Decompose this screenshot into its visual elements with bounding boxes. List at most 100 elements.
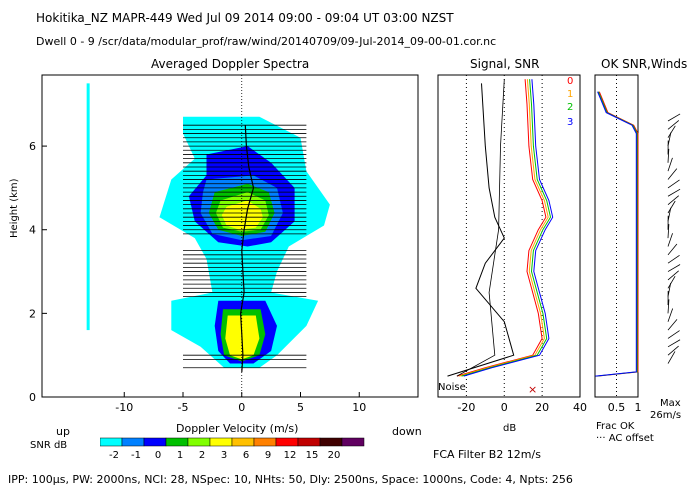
colorbar-tick-9: 15 [306,450,319,461]
wind-arrow-2 [667,339,681,348]
signal-frame [437,74,581,398]
x-tick-label-4: 10 [352,401,366,414]
colorbar-swatch-9 [297,437,321,447]
colorbar-tick-0: -2 [109,450,119,461]
wind-arrow-27 [667,125,676,138]
noise-label: Noise [438,382,466,393]
header-title: Hokitika_NZ MAPR-449 Wed Jul 09 2014 09:… [36,11,454,25]
colorbar-swatch-8 [275,437,299,447]
snr-profile-dwell-3 [463,79,554,377]
ok-xtick-0: 0.5 [608,401,626,414]
colorbar-swatch-0 [100,437,123,447]
x-tick-label-3: 5 [297,401,304,414]
signal-noise-profile [447,83,515,377]
wind-arrow-4 [667,319,678,331]
y-axis-label: Height (km) [9,178,20,238]
wind-max-value: 26m/s [650,410,682,421]
signal-snr-panel: -20 0 20 40× [437,74,587,414]
noise-marker: × [528,383,537,396]
wind-arrow-18 [667,200,676,214]
signal-xtick-2: 20 [535,401,549,414]
wind-arrow-24 [667,148,670,163]
x-tick-label-2: 0 [238,401,245,414]
snr-colorbar: -2 -1 0 1 2 3 6 9 12 15 20 [100,437,365,461]
colorbar-swatch-7 [253,437,277,447]
wind-arrow-9 [667,276,676,289]
colorbar-swatch-11 [341,437,365,447]
y-tick-label-2: 4 [29,224,36,237]
snr-profile-dwell-0 [456,79,547,377]
colorbar-tick-4: 2 [199,450,205,461]
x-tick-label-0: -10 [115,401,133,414]
frac-ok-label: Frac OK [596,421,635,432]
signal-xtick-1: 0 [501,401,508,414]
x-axis-label: Doppler Velocity (m/s) [176,422,299,435]
footer-params: IPP: 100µs, PW: 2000ns, NCI: 28, NSpec: … [8,473,573,486]
colorbar-tick-3: 1 [177,450,183,461]
legend-down-label: down [392,425,422,438]
dwell-label-2: 2 [567,102,574,113]
dwell-label-0: 0 [567,76,574,87]
ok-xtick-1: 1 [635,401,642,414]
dwell-label-1: 1 [567,89,574,100]
wind-arrow-21 [667,179,680,189]
spectra-chart: -10 -5 0 5 10 0 2 4 6 [29,74,419,414]
wind-arrow-3 [667,330,680,339]
wind-arrow-17 [667,207,672,222]
colorbar-tick-7: 9 [265,450,271,461]
colorbar-tick-6: 6 [243,450,249,461]
wind-arrow-14 [667,233,673,247]
y-tick-label-0: 0 [29,391,36,404]
wind-arrow-28 [667,120,680,130]
clutter-stripe [86,83,90,331]
x-tick-label-1: -5 [178,401,189,414]
colorbar-swatch-3 [165,437,189,447]
signal-xtick-0: -20 [457,401,475,414]
mean-velocity-profile [239,125,255,372]
wind-arrow-22 [667,168,678,180]
colorbar-tick-5: 3 [221,450,227,461]
wind-arrow-20 [667,188,681,197]
ac-offset-label: ··· AC offset [596,433,654,444]
wind-arrow-0 [667,351,676,364]
wind-arrow-1 [667,345,679,356]
colorbar-tick-8: 12 [284,450,297,461]
ok-snr-winds-panel: 0.5 1 [594,74,681,414]
legend-up-label: up [56,425,70,438]
wind-arrow-15 [667,224,670,239]
y-tick-label-3: 6 [29,140,36,153]
echo-layer-yellow-upper [221,200,263,230]
y-tick-label-1: 2 [29,307,36,320]
colorbar-swatch-1 [121,437,145,447]
wind-arrow-29 [667,113,681,122]
wind-max-label: Max [660,398,681,409]
wind-arrow-5 [667,308,674,322]
wind-arrow-26 [667,132,672,147]
colorbar-tick-2: 0 [155,450,161,461]
frac-ok-line-0 [597,91,639,377]
wind-arrow-13 [667,243,678,256]
signal-xlabel: dB [503,423,517,434]
snr-profile-dwell-1 [459,79,549,377]
wind-arrow-6 [667,299,670,314]
colorbar-tick-10: 20 [328,450,341,461]
colorbar-swatch-4 [187,437,211,447]
signal-xtick-3: 40 [573,401,587,414]
snr-profile-dwell-2 [461,79,552,377]
wind-arrow-11 [667,264,681,272]
colorbar-swatch-10 [319,437,343,447]
colorbar-tick-1: -1 [131,450,141,461]
frac-ok-line-1 [596,91,638,377]
plot-frame [41,74,419,398]
colorbar-swatch-5 [209,437,233,447]
wind-arrow-10 [667,270,679,281]
ok-panel-title: OK SNR,Winds [601,57,688,71]
dwell-label-3: 3 [567,117,574,128]
colorbar-swatch-2 [143,437,167,447]
header-dwell-path: Dwell 0 - 9 /scr/data/modular_prof/raw/w… [36,35,497,48]
wind-arrow-19 [667,195,679,205]
wind-arrow-23 [667,157,673,172]
chart-title: Averaged Doppler Spectra [151,57,310,71]
fca-filter-label: FCA Filter B2 12m/s [433,448,541,461]
signal-profile-black [456,79,505,377]
